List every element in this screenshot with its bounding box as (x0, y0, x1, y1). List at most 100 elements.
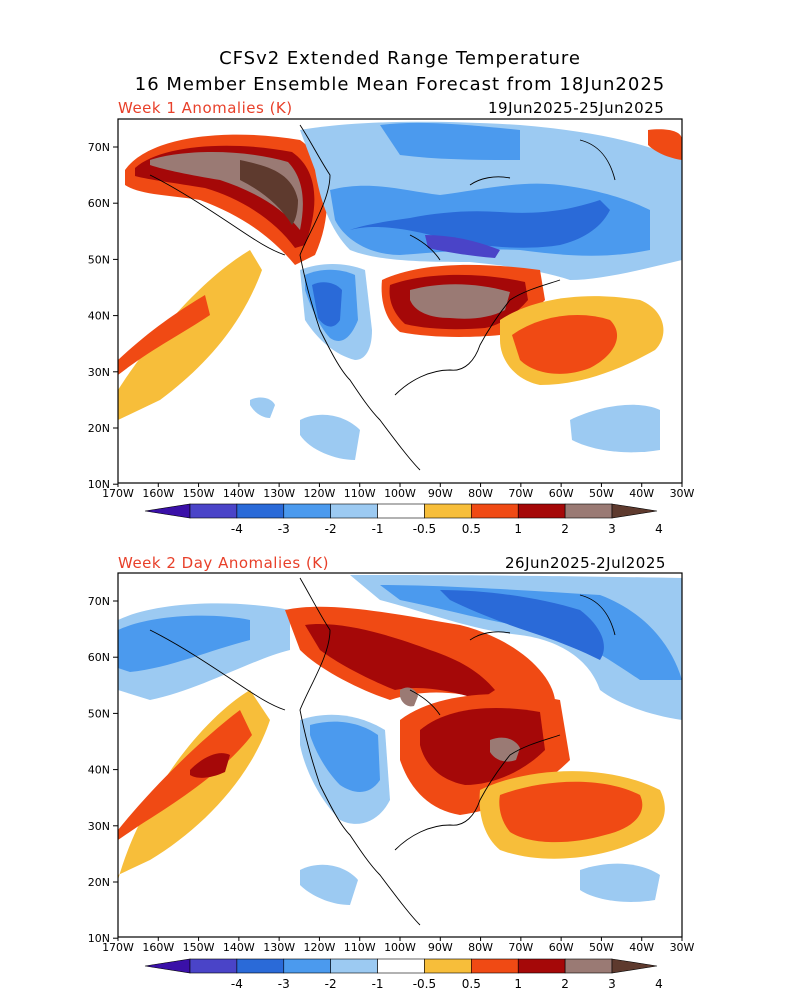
p1-trop-cool-area (570, 404, 660, 453)
cb2-swatch (611, 958, 658, 974)
p1-lon-label: 80W (468, 487, 493, 500)
cb1-swatch (236, 503, 285, 519)
p2-west-cold-area (310, 721, 380, 792)
p2-east-extreme-area (490, 737, 520, 762)
cb2-swatch (424, 958, 472, 974)
panel2-dates: 26Jun2025-2Jul2025 (505, 554, 666, 572)
cb1-swatch (283, 503, 331, 519)
cb2-label: 4 (655, 977, 663, 991)
cb2-label: 2 (561, 977, 569, 991)
p2-north-cold-area (380, 585, 682, 680)
p2-trop-cool-area (580, 863, 660, 902)
cb1-label: -4 (231, 522, 243, 536)
p2-lat-label: 50N (88, 707, 110, 720)
p1-lon-label: 130W (263, 487, 295, 500)
cb2-label: 3 (608, 977, 616, 991)
p2-lon-label: 70W (508, 941, 533, 954)
p2-north-colder-area (440, 590, 604, 660)
p2-east-hot-area (420, 707, 545, 785)
cb1-label: 0.5 (462, 522, 481, 536)
p2-pacific-hot-area (118, 710, 252, 840)
p1-lat-label: 50N (88, 253, 110, 266)
p2-lat-label: 60N (88, 651, 110, 664)
p1-lat-label: 20N (88, 422, 110, 435)
cb1-swatch (564, 503, 613, 519)
cb1-swatch (517, 503, 566, 519)
cb2-label: 0.5 (462, 977, 481, 991)
panel1-map (118, 119, 682, 483)
p1-greenland-warm-area (648, 129, 682, 160)
colorbar-1: -4 -3 -2 -1 -0.5 0.5 1 2 3 4 (144, 503, 663, 536)
p1-lon-label: 40W (629, 487, 654, 500)
p1-lon-label: 170W (102, 487, 134, 500)
cb2-label: -2 (325, 977, 337, 991)
cb2-swatch (330, 958, 378, 974)
p1-coastline (149, 124, 616, 471)
p1-lon-label: 70W (508, 487, 533, 500)
cb2-swatch (189, 958, 238, 974)
cb1-swatch (377, 503, 425, 519)
p1-lon-label: 50W (589, 487, 614, 500)
cb2-swatch (564, 958, 613, 974)
cb2-label: -4 (231, 977, 243, 991)
panel1-label: Week 1 Anomalies (K) (118, 99, 293, 117)
cb2-swatch (236, 958, 285, 974)
p1-arctic-cold-area (380, 122, 520, 160)
cb1-label: -2 (325, 522, 337, 536)
p2-lon-label: 40W (629, 941, 654, 954)
p2-lat-label: 30N (88, 820, 110, 833)
chart-title-line1: CFSv2 Extended Range Temperature (219, 48, 581, 69)
p1-hawaii-cool-area (250, 397, 275, 418)
p2-lon-label: 30W (670, 941, 695, 954)
p2-atlantic-hot-area (499, 781, 643, 843)
p1-canada-colder-area (350, 200, 610, 248)
cb2-swatch (377, 958, 425, 974)
p2-canada-hot-area (305, 624, 495, 700)
cb1-swatch (611, 503, 658, 519)
cb1-label: 2 (561, 522, 569, 536)
p2-lat-label: 40N (88, 764, 110, 777)
p2-epac-cool-area (300, 864, 358, 905)
p2-lon-label: 110W (344, 941, 376, 954)
p1-lat-label: 30N (88, 366, 110, 379)
cb1-label: 1 (514, 522, 522, 536)
p1-lon-label: 160W (142, 487, 174, 500)
p2-lon-label: 90W (428, 941, 453, 954)
p1-lon-label: 30W (670, 487, 695, 500)
p2-lat-label: 70N (88, 595, 110, 608)
p1-east-extreme-area (410, 284, 510, 319)
p2-coastline (149, 577, 616, 926)
p2-lon-label: 160W (142, 941, 174, 954)
p1-alaska-max-area (240, 160, 298, 225)
p2-lat-label: 10N (88, 932, 110, 945)
p2-lon-label: 150W (183, 941, 215, 954)
p1-lon-label: 150W (183, 487, 215, 500)
cb2-label: 1 (514, 977, 522, 991)
chart-title-line2: 16 Member Ensemble Mean Forecast from 18… (134, 74, 666, 95)
p1-lon-label: 110W (344, 487, 376, 500)
p2-lon-label: 60W (549, 941, 574, 954)
panel2-label: Week 2 Day Anomalies (K) (118, 554, 329, 572)
p1-lon-label: 120W (303, 487, 335, 500)
cb1-swatch (424, 503, 472, 519)
p2-lon-label: 100W (384, 941, 416, 954)
p1-lat-label: 60N (88, 197, 110, 210)
p2-lon-label: 140W (223, 941, 255, 954)
cb1-swatch (189, 503, 238, 519)
cb1-swatch (144, 503, 191, 519)
p1-lon-label: 90W (428, 487, 453, 500)
p2-lon-label: 170W (102, 941, 134, 954)
cb2-swatch (517, 958, 566, 974)
cb1-label: -1 (372, 522, 384, 536)
p1-lat-label: 10N (88, 478, 110, 491)
p2-lon-label: 120W (303, 941, 335, 954)
p1-lon-label: 100W (384, 487, 416, 500)
p2-alaska-cold-area (118, 615, 250, 672)
p1-atlantic-hot-area (512, 315, 618, 374)
p1-hudson-cold-area (425, 235, 500, 258)
cb1-label: -3 (278, 522, 290, 536)
cb1-swatch (471, 503, 519, 519)
